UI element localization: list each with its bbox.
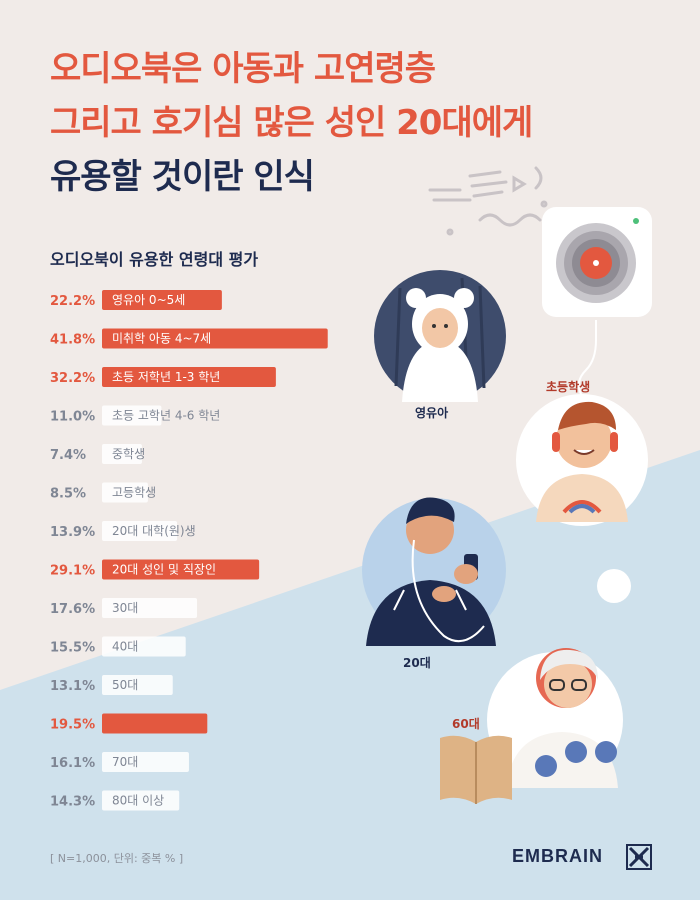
elementary-caption: 초등학생 [546,380,591,394]
value-label-7: 29.1% [50,564,95,579]
category-label-9: 40대 [112,640,138,654]
value-label-10: 13.1% [50,679,95,694]
category-label-7: 20대 성인 및 직장인 [112,563,216,577]
category-label-5: 고등학생 [112,486,156,500]
footnote: [ N=1,000, 단위: 중복 % ] [50,852,184,865]
bar-2 [102,367,276,387]
headline-line-3: 유용할 것이란 인식 [50,157,315,197]
category-label-1: 미취학 아동 4~7세 [112,332,211,346]
category-label-12: 70대 [112,755,138,769]
twenties-caption: 20대 [403,656,431,670]
bar-9 [102,636,186,657]
infant-illustration [374,270,506,402]
bar-7 [102,559,260,580]
brand-logo-icon [626,844,652,870]
value-label-13: 14.3% [50,795,95,810]
bar-0 [102,290,222,310]
brand-logo-text: EMBRAIN [512,846,603,866]
value-label-9: 15.5% [50,641,95,656]
value-label-2: 32.2% [50,371,95,386]
value-label-1: 41.8% [50,333,95,348]
value-label-3: 11.0% [50,410,95,425]
category-label-10: 50대 [112,678,138,692]
category-label-13: 80대 이상 [112,794,164,808]
category-label-2: 초등 저학년 1-3 학년 [112,370,220,384]
bar-12 [102,752,189,772]
bar-3 [102,405,162,426]
bar-4 [102,444,142,464]
headline-line-2: 그리고 호기심 많은 성인 20대에게 [50,103,533,143]
bar-5 [102,482,148,503]
value-label-4: 7.4% [50,448,86,463]
category-label-3: 초등 고학년 4-6 학년 [112,409,220,423]
bar-1 [102,328,328,349]
value-label-11: 19.5% [50,718,95,733]
bar-10 [102,675,173,695]
bar-11 [102,713,208,734]
bar-13 [102,790,180,811]
bar-8 [102,598,198,618]
category-label-8: 30대 [112,601,138,615]
value-label-8: 17.6% [50,602,95,617]
category-label-6: 20대 대학(원)생 [112,524,196,538]
sixties-caption: 60대 [452,717,480,731]
earphone-cable-icon [577,320,597,397]
bar-6 [102,521,178,541]
value-label-12: 16.1% [50,756,95,771]
category-label-4: 중학생 [112,447,145,461]
bubble-dot [597,569,631,603]
book-icon [440,735,512,804]
sixties-senior-illustration [487,648,623,788]
twenties-adult-illustration [362,497,506,646]
chart-title: 오디오북이 유용한 연령대 평가 [50,250,259,269]
infant-caption: 영유아 [415,406,449,420]
value-label-0: 22.2% [50,294,95,309]
sound-doodle-icon [428,166,548,236]
cd-player-icon [542,207,652,317]
headline-line-1: 오디오북은 아동과 고연령층 [50,49,436,89]
value-label-6: 13.9% [50,525,95,540]
value-label-5: 8.5% [50,487,86,502]
headline: 오디오북은 아동과 고연령층 그리고 호기심 많은 성인 20대에게 유용할 것… [50,42,533,204]
elementary-student-illustration [516,394,648,526]
category-label-0: 영유아 0~5세 [112,293,185,307]
